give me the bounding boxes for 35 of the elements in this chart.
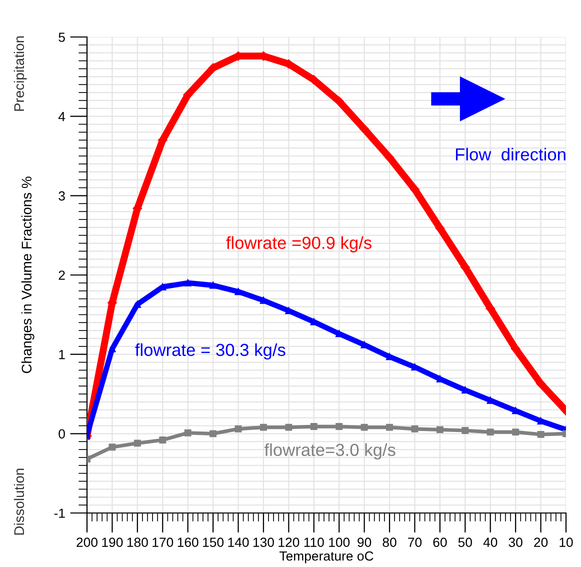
x-tick-label: 100 (329, 538, 350, 547)
series-label: flowrate = 30.3 kg/s (135, 343, 286, 360)
x-tick-label: 90 (358, 538, 372, 547)
y-tick-label: 2 (58, 270, 65, 280)
x-tick-label: 50 (458, 538, 472, 547)
y-tick-label: 1 (59, 350, 65, 360)
x-tick-label: 30 (508, 538, 522, 547)
y-tick-label: 5 (58, 32, 65, 42)
x-tick-label: 20 (534, 538, 548, 547)
x-tick-label: 200 (76, 538, 98, 547)
x-tick-label: 140 (228, 538, 249, 547)
x-tick-label: 190 (102, 538, 123, 547)
y-tick-label: -1 (54, 508, 65, 518)
series-label: flowrate=3.0 kg/s (264, 443, 396, 460)
x-tick-label: 150 (203, 538, 224, 547)
text: Precipitation (14, 36, 27, 111)
x-tick-label: 70 (408, 538, 422, 547)
y-axis-title: Changes in Volume Fractions % (21, 176, 34, 374)
x-tick-label: 130 (253, 538, 274, 547)
x-tick-label: 120 (278, 538, 300, 547)
x-tick-label: 110 (304, 538, 324, 547)
text: flowrate =90.9 kg/s (226, 236, 372, 252)
x-tick-label: 180 (127, 538, 148, 547)
x-tick-label: 40 (483, 538, 498, 547)
x-tick-label: 60 (433, 538, 447, 547)
y-tick-label: 4 (58, 112, 66, 122)
x-tick-label: 80 (382, 538, 396, 547)
x-tick-label: 160 (178, 538, 198, 547)
annotation: Flow direction (456, 148, 566, 161)
y-tick-label: 3 (58, 191, 65, 201)
text: Dissolution (14, 468, 24, 535)
x-tick-label: 170 (152, 538, 174, 547)
y-tick-label: 0 (58, 429, 65, 439)
x-tick-label: 10 (560, 538, 573, 547)
x-axis-title: Temperature oC (280, 551, 374, 564)
